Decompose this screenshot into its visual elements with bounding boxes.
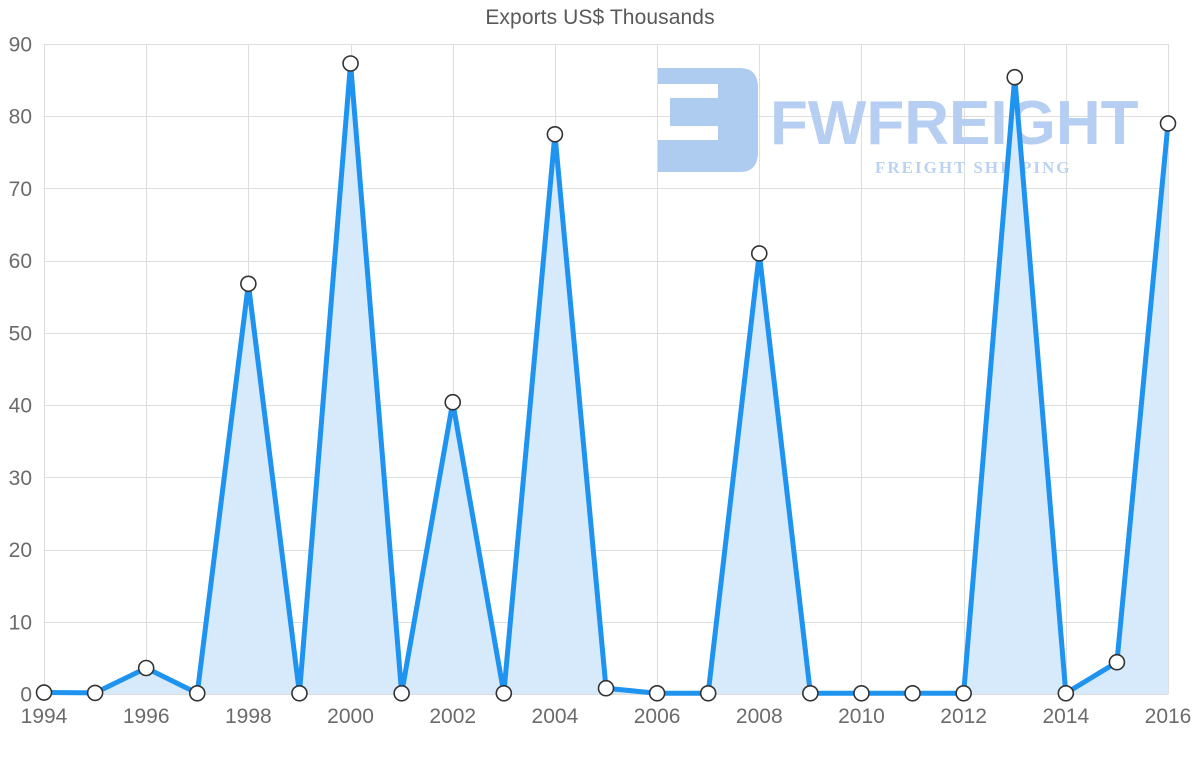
y-axis-tick-label: 90 <box>9 34 32 57</box>
x-axis-tick-label: 2012 <box>940 705 987 728</box>
y-axis-tick-label: 60 <box>9 250 32 273</box>
x-axis-tick-label: 2000 <box>327 705 374 728</box>
chart-title: Exports US$ Thousands <box>485 6 715 29</box>
data-point-marker <box>1108 653 1126 671</box>
y-axis-tick-label: 70 <box>9 178 32 201</box>
y-axis-tick-label: 20 <box>9 539 32 562</box>
watermark-tagline: FREIGHT SHIPPING <box>875 158 1072 177</box>
data-point-marker <box>240 275 257 293</box>
x-axis-tick-label: 2016 <box>1145 705 1192 728</box>
data-point-marker <box>546 125 564 143</box>
data-point-marker <box>802 684 819 702</box>
data-point-marker <box>1057 684 1075 702</box>
x-axis-tick-label: 2004 <box>532 705 579 728</box>
data-point-marker <box>137 659 155 677</box>
y-axis-tick-labels: 0 10 20 30 40 50 60 70 80 90 <box>9 34 32 707</box>
data-point-marker <box>444 393 462 411</box>
data-point-marker <box>393 684 410 702</box>
data-point-marker <box>1006 68 1024 86</box>
y-axis-tick-label: 30 <box>9 467 32 490</box>
x-axis-tick-label: 2006 <box>634 705 681 728</box>
y-axis-tick-label: 10 <box>9 611 32 634</box>
y-axis-tick-label: 40 <box>9 395 32 418</box>
x-axis-tick-labels: 1994 1996 1998 2000 2002 2004 2006 2008 2010 2012… <box>21 705 1192 728</box>
area-fill-path <box>44 63 1168 694</box>
y-axis-tick-label: 50 <box>9 322 32 345</box>
data-point-marker <box>699 684 717 702</box>
data-point-marker <box>955 684 972 702</box>
x-axis-tick-label: 1994 <box>21 705 68 728</box>
data-point-marker <box>648 684 666 702</box>
data-point-marker <box>342 55 359 72</box>
x-axis-tick-label: 2002 <box>429 705 476 728</box>
x-axis-tick-label: 2008 <box>736 705 783 728</box>
data-point-marker <box>86 684 104 702</box>
x-axis-tick-label: 1996 <box>123 705 170 728</box>
y-axis-tick-label: 80 <box>9 106 32 129</box>
data-point-marker <box>291 684 308 702</box>
data-point-marker <box>597 679 615 697</box>
series-area-fill <box>44 63 1168 694</box>
series-markers <box>35 55 1177 702</box>
y-axis-tick-label: 0 <box>20 684 32 707</box>
data-point-marker <box>495 684 513 702</box>
data-point-marker <box>904 684 921 702</box>
data-point-marker <box>188 684 206 702</box>
x-axis-tick-label: 1998 <box>225 705 272 728</box>
fwfreight-logo-icon <box>658 68 758 172</box>
watermark-brand: FWFREIGHT <box>770 89 1139 158</box>
data-point-marker <box>1159 115 1177 132</box>
data-point-marker <box>35 684 53 701</box>
data-point-marker <box>750 245 768 262</box>
data-point-marker <box>853 684 870 702</box>
x-axis-tick-label: 2010 <box>838 705 885 728</box>
x-axis-tick-label: 2014 <box>1042 705 1089 728</box>
